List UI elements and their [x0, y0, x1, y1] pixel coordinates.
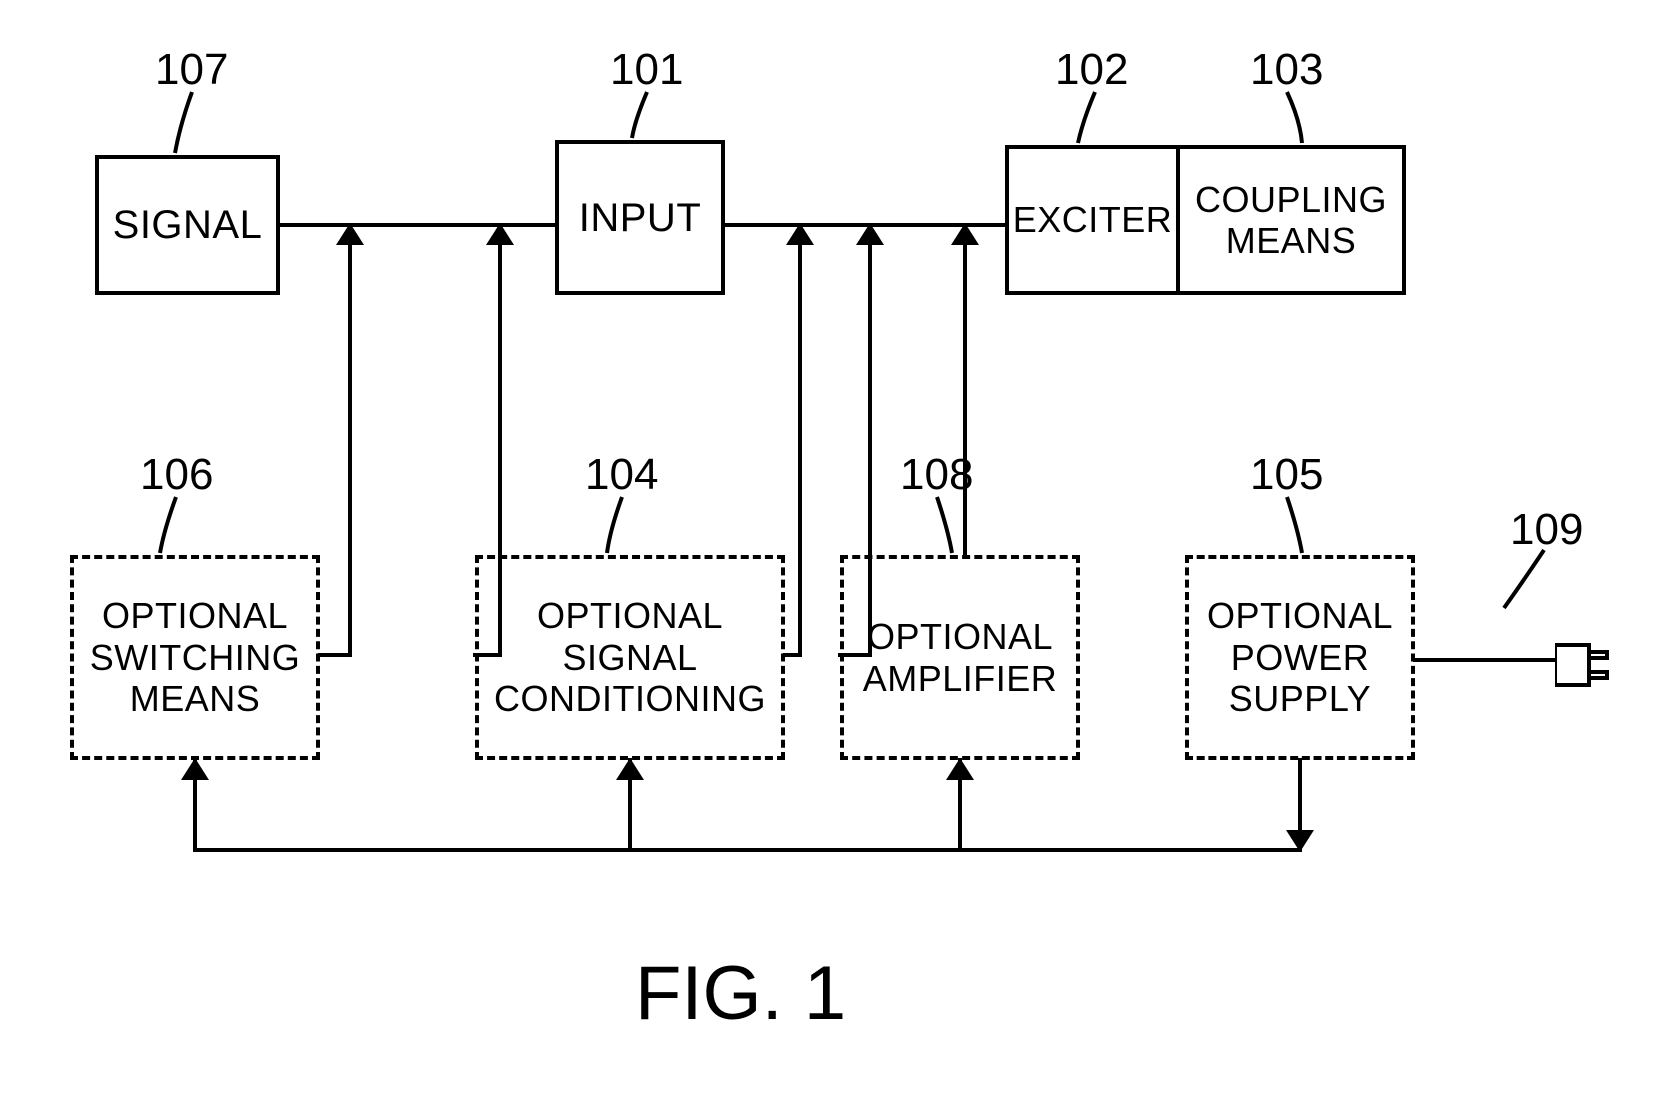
block-optional-power-supply: OPTIONAL POWER SUPPLY: [1185, 555, 1415, 760]
power-plug-icon: [1555, 640, 1615, 695]
block-power-label: OPTIONAL POWER SUPPLY: [1207, 595, 1393, 719]
block-amp-label: OPTIONAL AMPLIFIER: [863, 616, 1058, 699]
block-signal-label: SIGNAL: [113, 202, 263, 248]
block-input-label: INPUT: [579, 195, 702, 241]
refnum-108: 108: [900, 450, 973, 500]
refnum-103: 103: [1250, 45, 1323, 95]
diagram-canvas: SIGNAL INPUT EXCITER COUPLING MEANS OPTI…: [0, 0, 1663, 1097]
block-optional-switching-means: OPTIONAL SWITCHING MEANS: [70, 555, 320, 760]
refnum-106: 106: [140, 450, 213, 500]
block-coupling-means: COUPLING MEANS: [1176, 145, 1406, 295]
refnum-107: 107: [155, 45, 228, 95]
block-exciter: EXCITER: [1005, 145, 1180, 295]
refnum-102: 102: [1055, 45, 1128, 95]
block-switching-label: OPTIONAL SWITCHING MEANS: [90, 595, 300, 719]
block-cond-label: OPTIONAL SIGNAL CONDITIONING: [494, 595, 766, 719]
block-signal: SIGNAL: [95, 155, 280, 295]
refnum-109: 109: [1510, 505, 1583, 555]
block-optional-signal-conditioning: OPTIONAL SIGNAL CONDITIONING: [475, 555, 785, 760]
figure-title: FIG. 1: [635, 950, 846, 1037]
block-exciter-label: EXCITER: [1013, 199, 1173, 240]
block-input: INPUT: [555, 140, 725, 295]
refnum-105: 105: [1250, 450, 1323, 500]
block-optional-amplifier: OPTIONAL AMPLIFIER: [840, 555, 1080, 760]
refnum-104: 104: [585, 450, 658, 500]
refnum-101: 101: [610, 45, 683, 95]
block-coupling-label: COUPLING MEANS: [1195, 179, 1387, 262]
